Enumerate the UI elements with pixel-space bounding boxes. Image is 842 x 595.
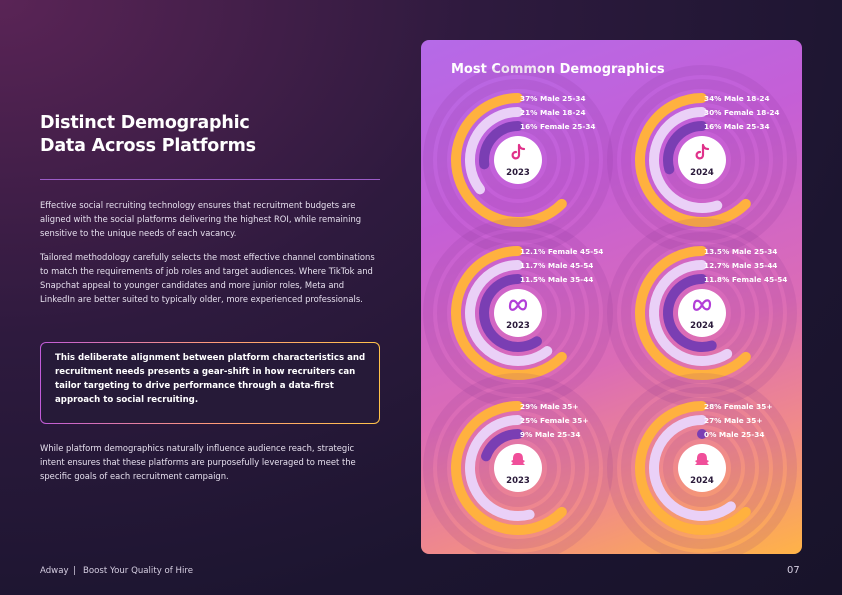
demographics-panel: Most Common Demographics 37% Male 25-34 2… bbox=[421, 40, 802, 554]
center-disc bbox=[678, 289, 726, 337]
center-disc bbox=[494, 444, 542, 492]
ring-arc bbox=[451, 401, 567, 535]
ring-label: 13.5% Male 25-34 bbox=[704, 247, 777, 256]
platform-icon bbox=[511, 453, 525, 465]
ring-label: 12.7% Male 35-44 bbox=[704, 261, 777, 270]
page-title: Distinct Demographic Data Across Platfor… bbox=[40, 112, 256, 158]
paragraph: While platform demographics naturally in… bbox=[40, 443, 356, 481]
year-label: 2024 bbox=[690, 168, 714, 178]
ring-arc bbox=[635, 93, 751, 227]
ring-label: 9% Male 25-34 bbox=[520, 430, 580, 439]
ring-arc bbox=[635, 246, 751, 380]
platform-icon bbox=[508, 299, 528, 311]
ring-arc bbox=[479, 274, 542, 352]
ring-track bbox=[437, 232, 599, 394]
center-disc bbox=[678, 444, 726, 492]
ring-arc bbox=[451, 246, 567, 380]
ring-label: 27% Male 35+ bbox=[704, 416, 762, 425]
ring-label: 25% Female 35+ bbox=[520, 416, 588, 425]
ring-arc bbox=[663, 274, 717, 352]
ring-arc bbox=[649, 260, 733, 366]
ring-arc bbox=[649, 107, 723, 213]
ring-label: 16% Female 25-34 bbox=[520, 122, 596, 131]
panel-title: Most Common Demographics bbox=[451, 62, 665, 77]
title-line: Distinct Demographic bbox=[40, 113, 250, 133]
ring-arc bbox=[479, 121, 523, 170]
year-label: 2023 bbox=[506, 321, 530, 331]
center-disc bbox=[494, 136, 542, 184]
ring-arc bbox=[451, 93, 567, 227]
ring-arc bbox=[663, 121, 707, 175]
platform-icon bbox=[511, 143, 526, 160]
ring-track bbox=[437, 79, 599, 241]
footer-brand: Adway bbox=[40, 566, 69, 576]
meta-icon bbox=[692, 299, 712, 311]
ring-track bbox=[621, 79, 783, 241]
ring-label: 21% Male 18-24 bbox=[520, 108, 586, 117]
ring-arc bbox=[481, 429, 523, 462]
page-number: 07 bbox=[787, 565, 800, 576]
ring-label: 12.1% Female 45-54 bbox=[520, 247, 603, 256]
meta-icon bbox=[508, 299, 528, 311]
year-label: 2023 bbox=[506, 476, 530, 486]
platform-icon bbox=[692, 299, 712, 311]
paragraph: Effective social recruiting technology e… bbox=[40, 200, 362, 238]
ring-label: 34% Male 18-24 bbox=[704, 94, 770, 103]
callout: This deliberate alignment between platfo… bbox=[40, 342, 380, 424]
ring-label: 11.5% Male 35-44 bbox=[520, 275, 593, 284]
ring-label: 30% Female 18-24 bbox=[704, 108, 780, 117]
year-label: 2024 bbox=[690, 321, 714, 331]
year-label: 2023 bbox=[506, 168, 530, 178]
platform-icon bbox=[695, 453, 709, 465]
snapchat-icon bbox=[695, 453, 709, 465]
ring-track bbox=[621, 232, 783, 394]
paragraph: Tailored methodology carefully selects t… bbox=[40, 252, 375, 304]
ring-label: 37% Male 25-34 bbox=[520, 94, 586, 103]
ring-label: 11.7% Male 45-54 bbox=[520, 261, 593, 270]
footer-tagline: Boost Your Quality of Hire bbox=[83, 566, 194, 576]
tiktok-icon bbox=[695, 143, 710, 160]
ring-track bbox=[437, 387, 599, 549]
platform-icon bbox=[695, 143, 710, 160]
ring-label: 11.8% Female 45-54 bbox=[704, 275, 787, 284]
radial-charts: Most Common Demographics 37% Male 25-34 2… bbox=[423, 62, 797, 554]
ring-arc bbox=[465, 415, 535, 521]
ring-arc bbox=[465, 260, 553, 366]
ring-label: 0% Male 25-34 bbox=[704, 430, 764, 439]
divider bbox=[40, 179, 380, 180]
title-line: Data Across Platforms bbox=[40, 136, 256, 156]
ring-track bbox=[621, 387, 783, 549]
center-disc bbox=[494, 289, 542, 337]
footer-separator: | bbox=[73, 566, 76, 576]
ring-track bbox=[607, 373, 797, 554]
ring-label: 16% Male 25-34 bbox=[704, 122, 770, 131]
ring-track bbox=[423, 373, 613, 554]
ring-arc bbox=[465, 107, 523, 195]
tiktok-icon bbox=[511, 143, 526, 160]
ring-label: 29% Male 35+ bbox=[520, 402, 578, 411]
ring-arc bbox=[649, 415, 736, 521]
year-label: 2024 bbox=[690, 476, 714, 486]
center-disc bbox=[678, 136, 726, 184]
snapchat-icon bbox=[511, 453, 525, 465]
ring-arc bbox=[635, 401, 751, 535]
ring-label: 28% Female 35+ bbox=[704, 402, 772, 411]
